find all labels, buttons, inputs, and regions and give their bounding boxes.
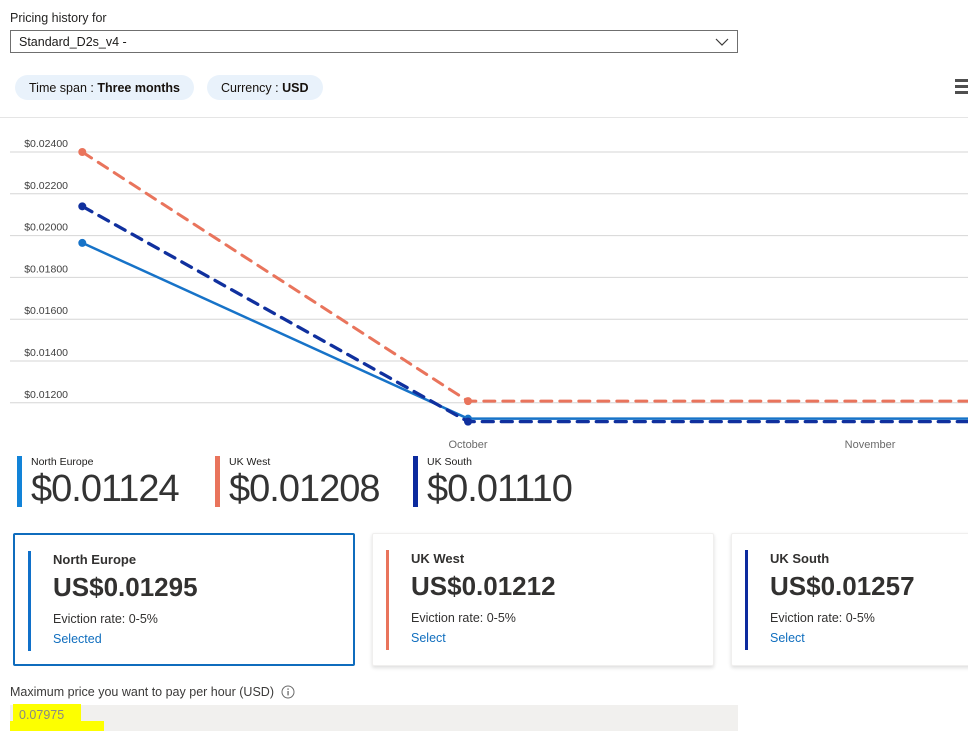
legend-region-price: $0.01124 [31, 468, 180, 510]
max-price-value: 0.07975 [19, 708, 65, 722]
card-select-link[interactable]: Select [411, 631, 446, 645]
card-accent-bar [745, 550, 748, 650]
region-price-cards: North Europe US$0.01295 Eviction rate: 0… [13, 533, 968, 666]
svg-text:$0.01600: $0.01600 [24, 305, 68, 317]
time-span-value: Three months [97, 80, 180, 95]
legend-item-uk-south[interactable]: UK South $0.01110 [413, 456, 573, 510]
card-eviction-rate: Eviction rate: 0-5% [770, 611, 875, 625]
card-accent-bar [386, 550, 389, 650]
svg-text:November: November [845, 439, 896, 451]
legend-region-price: $0.01208 [229, 468, 380, 510]
legend-region-name: North Europe [31, 456, 94, 468]
chevron-down-icon [715, 38, 729, 46]
svg-text:$0.02400: $0.02400 [24, 138, 68, 150]
time-span-label: Time span : [29, 80, 98, 95]
card-price: US$0.01295 [53, 572, 198, 602]
chart-context-menu-icon[interactable] [955, 79, 968, 97]
card-select-link[interactable]: Select [770, 631, 805, 645]
svg-text:October: October [448, 439, 487, 451]
svg-text:$0.01800: $0.01800 [24, 263, 68, 275]
legend-color-bar [413, 456, 418, 507]
vm-size-dropdown[interactable]: Standard_D2s_v4 - [10, 30, 738, 53]
card-price: US$0.01212 [411, 571, 556, 601]
card-eviction-rate: Eviction rate: 0-5% [411, 611, 516, 625]
currency-filter[interactable]: Currency : USD [206, 75, 323, 100]
card-region-name: UK West [411, 551, 465, 566]
currency-value: USD [282, 80, 309, 95]
max-price-label-row: Maximum price you want to pay per hour (… [10, 685, 295, 699]
svg-text:$0.02000: $0.02000 [24, 222, 68, 234]
legend-color-bar [215, 456, 220, 507]
max-price-input[interactable] [10, 705, 738, 731]
legend-color-bar [17, 456, 22, 507]
card-accent-bar [28, 551, 31, 651]
region-card-north-europe[interactable]: North Europe US$0.01295 Eviction rate: 0… [13, 533, 355, 666]
legend-region-name: UK West [229, 456, 271, 468]
search-highlight [10, 721, 104, 731]
chart-legend: North Europe $0.01124 UK West $0.01208 U… [0, 456, 968, 516]
max-price-label: Maximum price you want to pay per hour (… [10, 685, 274, 699]
region-card-uk-south[interactable]: UK South US$0.01257 Eviction rate: 0-5% … [731, 533, 968, 666]
legend-item-north-europe[interactable]: North Europe $0.01124 [17, 456, 180, 510]
card-region-name: UK South [770, 551, 830, 566]
pricing-history-label: Pricing history for [10, 11, 107, 25]
card-region-name: North Europe [53, 552, 137, 567]
card-selected-link[interactable]: Selected [53, 632, 102, 646]
section-divider [0, 117, 968, 118]
search-highlight [13, 704, 81, 723]
info-icon[interactable] [281, 685, 295, 699]
svg-text:$0.02200: $0.02200 [24, 180, 68, 192]
legend-item-uk-west[interactable]: UK West $0.01208 [215, 456, 380, 509]
filter-pills: Time span : Three months Currency : USD [15, 75, 323, 100]
currency-label: Currency : [220, 80, 283, 95]
pricing-history-line-chart: $0.02400 $0.02200 $0.02000 $0.01800 $0.01600… [10, 138, 968, 451]
legend-region-name: UK South [427, 456, 472, 468]
legend-region-price: $0.01110 [427, 468, 573, 510]
vm-size-dropdown-value: Standard_D2s_v4 - [19, 34, 127, 49]
region-card-uk-west[interactable]: UK West US$0.01212 Eviction rate: 0-5% S… [372, 533, 714, 666]
card-price: US$0.01257 [770, 571, 915, 601]
card-eviction-rate: Eviction rate: 0-5% [53, 612, 158, 626]
svg-text:$0.01400: $0.01400 [24, 347, 68, 359]
time-span-filter[interactable]: Time span : Three months [15, 75, 194, 100]
svg-text:$0.01200: $0.01200 [24, 389, 68, 401]
